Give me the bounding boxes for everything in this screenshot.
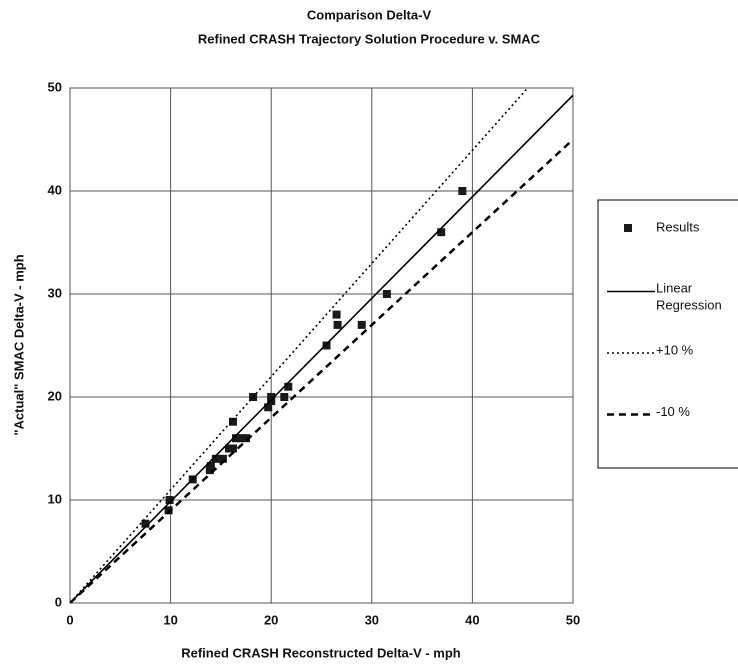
point xyxy=(267,397,276,406)
point xyxy=(237,434,246,443)
point xyxy=(206,462,215,471)
line xyxy=(70,94,573,603)
point xyxy=(228,417,237,426)
plot-area xyxy=(69,87,574,604)
legend-label: +10 % xyxy=(656,342,694,357)
point xyxy=(357,320,366,329)
x-axis-label: Refined CRASH Reconstructed Delta-V - mp… xyxy=(181,645,461,660)
chart-title: Comparison Delta-V xyxy=(307,7,432,22)
x-tick-label: 30 xyxy=(365,612,379,627)
point xyxy=(267,393,276,401)
y-tick-label: 30 xyxy=(48,285,62,300)
point xyxy=(231,434,240,443)
x-tick-label: 10 xyxy=(163,612,177,627)
line xyxy=(70,138,573,603)
legend-label: Results xyxy=(656,219,700,234)
y-tick-label: 10 xyxy=(48,491,62,506)
x-tick-label: 40 xyxy=(465,612,479,627)
point xyxy=(228,444,237,453)
y-tick-label: 40 xyxy=(48,182,62,197)
point xyxy=(211,454,220,463)
y-tick-label: 50 xyxy=(48,79,62,94)
point xyxy=(280,393,289,401)
point xyxy=(165,496,174,504)
point xyxy=(322,341,331,350)
legend-box xyxy=(597,199,738,469)
y-tick-label: 0 xyxy=(55,594,62,609)
legend-marker xyxy=(624,224,632,232)
point xyxy=(333,320,342,329)
point xyxy=(224,444,233,453)
point xyxy=(382,290,391,298)
chart-subtitle: Refined CRASH Trajectory Solution Proced… xyxy=(198,31,541,46)
point xyxy=(141,519,150,528)
point xyxy=(218,454,227,463)
point xyxy=(242,434,251,443)
point xyxy=(284,382,293,391)
y-axis-label: "Actual" SMAC Delta-V - mph xyxy=(11,254,26,435)
legend-label: -10 % xyxy=(656,404,690,419)
legend-label: Linear Regression xyxy=(656,281,722,313)
point xyxy=(458,187,467,195)
x-tick-label: 20 xyxy=(264,612,278,627)
point xyxy=(164,506,173,515)
point xyxy=(332,310,341,319)
point xyxy=(205,466,214,475)
point xyxy=(437,228,446,237)
y-tick-label: 20 xyxy=(48,388,62,403)
x-tick-label: 0 xyxy=(66,612,73,627)
point xyxy=(264,403,273,412)
x-tick-label: 50 xyxy=(566,612,580,627)
